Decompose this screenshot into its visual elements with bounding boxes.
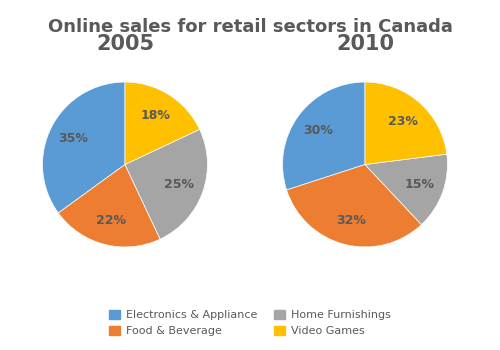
Text: 30%: 30%	[304, 124, 333, 137]
Text: 25%: 25%	[164, 177, 194, 190]
Wedge shape	[125, 82, 200, 164]
Text: 32%: 32%	[336, 214, 366, 227]
Text: 15%: 15%	[404, 177, 434, 190]
Wedge shape	[286, 164, 422, 247]
Title: 2010: 2010	[336, 34, 394, 55]
Text: 22%: 22%	[96, 214, 126, 227]
Ellipse shape	[284, 158, 446, 180]
Wedge shape	[365, 82, 447, 164]
Legend: Electronics & Appliance, Food & Beverage, Home Furnishings, Video Games: Electronics & Appliance, Food & Beverage…	[105, 306, 395, 341]
Wedge shape	[58, 164, 160, 247]
Wedge shape	[282, 82, 365, 190]
Wedge shape	[365, 154, 448, 225]
Wedge shape	[125, 130, 208, 239]
Wedge shape	[42, 82, 125, 213]
Text: 23%: 23%	[388, 115, 418, 128]
Text: Online sales for retail sectors in Canada: Online sales for retail sectors in Canad…	[48, 18, 452, 35]
Title: 2005: 2005	[96, 34, 154, 55]
Ellipse shape	[44, 158, 205, 180]
Text: 35%: 35%	[58, 132, 88, 145]
Text: 18%: 18%	[141, 109, 171, 122]
